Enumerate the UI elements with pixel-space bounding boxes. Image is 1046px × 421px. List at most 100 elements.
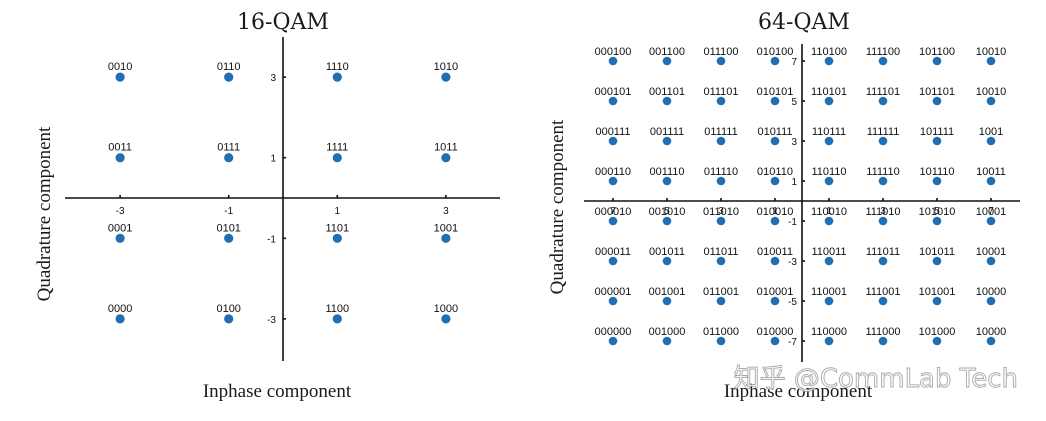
- qam16-title: 16-QAM: [237, 10, 329, 35]
- qam64-point: [662, 176, 672, 186]
- qam16-point-label: 1001: [434, 222, 458, 234]
- qam64-point-label: 000001: [595, 286, 632, 298]
- qam64-point: [878, 136, 888, 146]
- qam16-point: [332, 314, 342, 324]
- qam64-point: [662, 136, 672, 146]
- qam64-point-label: 001110: [649, 166, 684, 178]
- qam64-point: [932, 136, 942, 146]
- qam64-point-label: 010000: [757, 326, 794, 338]
- qam64-point-label: 011100: [703, 46, 738, 58]
- qam64-point: [932, 336, 942, 346]
- qam64-point: [770, 176, 780, 186]
- qam16-point: [224, 314, 234, 324]
- qam64-point-label: 010111: [757, 126, 792, 138]
- qam64-point-label: 011000: [703, 326, 739, 338]
- qam64-point-label: 010101: [757, 86, 794, 98]
- qam64-point-label: 111010: [865, 206, 900, 218]
- qam64-point: [770, 296, 780, 306]
- qam64-plot-area: 7 5 3 1 1 3 5 7 7 5 3 1 -1 -3 -5 -7 000100 001100 011100 01…: [584, 44, 1020, 362]
- qam64-point: [878, 296, 888, 306]
- qam16-point: [441, 314, 451, 324]
- qam64-point: [716, 56, 726, 66]
- qam64-point: [608, 336, 618, 346]
- qam64-chart: 64-QAM Inphase component Quadrature comp…: [547, 10, 1020, 402]
- qam64-point: [824, 56, 834, 66]
- qam64-point: [986, 56, 996, 66]
- qam64-point-label: 110000: [811, 326, 847, 338]
- qam16-x-tick-label: -1: [224, 206, 233, 217]
- qam64-point: [770, 216, 780, 226]
- qam16-point-label: 1100: [325, 303, 349, 315]
- qam64-y-tick-label: 3: [791, 137, 797, 148]
- qam64-x-axis-label: Inphase component: [724, 381, 873, 402]
- qam64-point-label: 101111: [920, 126, 954, 138]
- qam64-point: [716, 176, 726, 186]
- qam16-plot-area: -3 -1 1 3 3 1 -1 -3 0010 0110 1110 1010 0011 0111 1111…: [65, 37, 500, 361]
- qam16-chart: 16-QAM Inphase component Quadrature comp…: [34, 10, 500, 402]
- qam64-point-label: 001001: [649, 286, 686, 298]
- qam64-x-tick-label: 7: [610, 206, 616, 217]
- qam16-y-tick-label: 1: [270, 154, 276, 165]
- qam16-point: [224, 72, 234, 82]
- qam64-point: [878, 336, 888, 346]
- qam16-point-label: 0101: [216, 222, 240, 234]
- qam64-point-label: 101000: [919, 326, 956, 338]
- qam64-point: [986, 216, 996, 226]
- qam64-y-tick-label: -7: [788, 337, 797, 348]
- qam64-point-label: 111011: [866, 246, 900, 258]
- qam64-point: [986, 256, 996, 266]
- qam64-point-label: 001111: [650, 126, 684, 138]
- qam16-x-axis-label: Inphase component: [203, 381, 352, 402]
- qam64-point: [932, 96, 942, 106]
- qam16-y-axis-label: Quadrature component: [34, 126, 55, 301]
- qam64-point-label: 110011: [811, 246, 846, 258]
- qam16-point-label: 1110: [326, 61, 349, 73]
- qam64-point-label: 011110: [704, 166, 738, 178]
- qam64-point: [716, 256, 726, 266]
- qam64-point: [770, 336, 780, 346]
- qam64-point: [986, 136, 996, 146]
- qam64-point: [662, 216, 672, 226]
- qam64-point: [824, 336, 834, 346]
- qam64-point-label: 111001: [865, 286, 900, 298]
- qam64-point: [824, 296, 834, 306]
- qam16-point-label: 0110: [217, 61, 241, 73]
- qam64-point-label: 000010: [595, 206, 632, 218]
- qam64-point-label: 001010: [649, 206, 686, 218]
- qam64-point-label: 101001: [919, 286, 956, 298]
- qam64-point-label: 110110: [811, 166, 846, 178]
- qam16-point-label: 0100: [216, 303, 240, 315]
- qam64-point: [932, 56, 942, 66]
- qam64-point: [824, 256, 834, 266]
- qam64-point-label: 010001: [757, 286, 794, 298]
- qam64-x-tick-label: 7: [988, 206, 994, 217]
- qam64-point: [608, 136, 618, 146]
- qam64-point: [932, 296, 942, 306]
- qam64-x-tick-label: 5: [664, 206, 670, 217]
- qam64-x-tick-label: 3: [880, 206, 886, 217]
- qam64-point: [878, 216, 888, 226]
- qam64-point-label: 010010: [757, 206, 794, 218]
- qam16-y-tick-label: -1: [267, 234, 276, 245]
- qam16-point: [115, 153, 125, 163]
- qam64-point-label: 10010: [976, 86, 1007, 98]
- qam64-point: [824, 136, 834, 146]
- qam64-point-label: 110001: [811, 286, 847, 298]
- qam64-point: [662, 296, 672, 306]
- qam16-point: [332, 233, 342, 243]
- qam16-point: [441, 72, 451, 82]
- qam64-point-label: 10010: [976, 46, 1007, 58]
- qam64-point: [824, 176, 834, 186]
- qam64-point: [770, 96, 780, 106]
- qam64-point-label: 000011: [595, 246, 631, 258]
- qam64-y-tick-label: -5: [788, 297, 797, 308]
- qam16-point: [224, 233, 234, 243]
- qam64-point-label: 001011: [649, 246, 685, 258]
- qam64-point: [824, 216, 834, 226]
- qam64-x-tick-label: 5: [934, 206, 940, 217]
- qam64-point: [716, 296, 726, 306]
- qam64-point-label: 111100: [866, 46, 900, 58]
- qam64-point-label: 010100: [757, 46, 794, 58]
- qam16-point-label: 1101: [325, 222, 349, 234]
